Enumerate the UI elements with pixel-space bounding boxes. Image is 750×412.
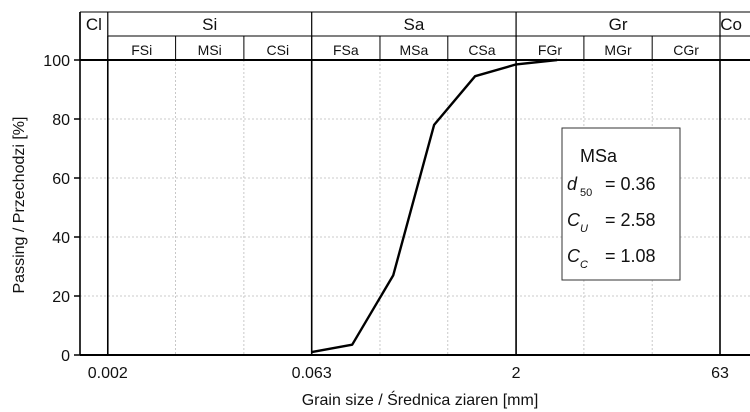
minor-class-label: CSi	[267, 42, 290, 58]
minor-class-label: MSa	[399, 42, 428, 58]
y-tick-label: 60	[52, 171, 70, 188]
x-tick-label: 2	[512, 365, 521, 382]
grading-curve	[311, 58, 558, 354]
major-class-label: Si	[202, 15, 217, 34]
major-class-label: Sa	[403, 15, 424, 34]
minor-class-label: CSa	[468, 42, 495, 58]
series-line	[311, 58, 558, 354]
minor-class-label: FSi	[131, 42, 152, 58]
y-tick-label: 40	[52, 230, 70, 247]
major-class-label: Gr	[609, 15, 628, 34]
soil-class-header: FSi MSi CSi FSa MSa CSa FGr MGr CGr Cl Si Sa Gr Co	[79, 11, 750, 60]
y-tick-label: 80	[52, 112, 70, 129]
parameter-subscript: C	[580, 259, 588, 271]
parameter-value: = 1.08	[605, 246, 656, 266]
x-tick-label: 0.002	[88, 365, 128, 382]
parameter-symbol: C	[567, 246, 581, 266]
minor-class-label: FSa	[333, 42, 359, 58]
major-class-label: Cl	[86, 15, 102, 34]
plot-frame	[79, 12, 750, 356]
y-axis-title: Passing / Przechodzi [%]	[11, 117, 28, 294]
x-tick-label: 63	[711, 365, 729, 382]
minor-class-label: CGr	[673, 42, 699, 58]
parameter-subscript: 50	[580, 187, 592, 199]
parameter-value: = 0.36	[605, 174, 656, 194]
parameter-subscript: U	[580, 223, 588, 235]
parameter-box-title: MSa	[580, 146, 618, 166]
y-tick-label: 0	[61, 348, 70, 365]
y-tick-label: 20	[52, 289, 70, 306]
parameter-symbol: d	[567, 174, 578, 194]
y-axis-ticks: 0 20 40 60 80 100	[43, 53, 80, 365]
x-axis-title: Grain size / Średnica ziaren [mm]	[302, 390, 539, 409]
x-axis-ticks: 0.002 0.063 2 63	[88, 365, 729, 382]
minor-class-label: FGr	[538, 42, 562, 58]
major-class-label: Co	[720, 15, 742, 34]
x-tick-label: 0.063	[292, 365, 332, 382]
parameter-symbol: C	[567, 210, 581, 230]
minor-class-label: MGr	[604, 42, 632, 58]
parameter-value: = 2.58	[605, 210, 656, 230]
parameter-box-frame	[561, 127, 681, 281]
y-tick-label: 100	[43, 53, 70, 70]
minor-class-label: MSi	[198, 42, 222, 58]
